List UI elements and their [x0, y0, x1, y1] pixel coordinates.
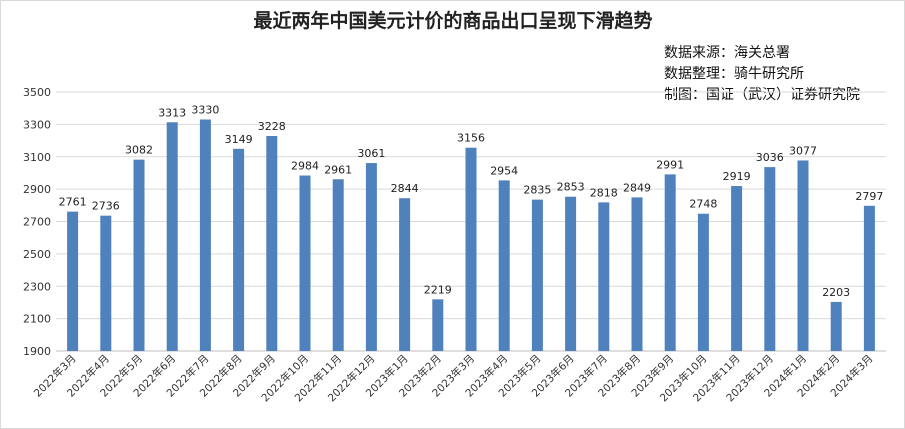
x-axis-ticks: 2022年3月2022年4月2022年5月2022年6月2022年7月2022年…: [31, 352, 875, 404]
bar: [598, 202, 610, 351]
bar: [199, 119, 211, 351]
bar: [664, 174, 676, 351]
y-tick-label: 2100: [23, 313, 51, 326]
data-label: 2835: [523, 184, 551, 197]
source-note: 数据来源：海关总署: [664, 45, 790, 61]
data-label: 3330: [191, 104, 219, 117]
data-label: 2954: [490, 164, 518, 177]
data-label: 2844: [391, 182, 419, 195]
y-tick-label: 2900: [23, 183, 51, 196]
bar: [498, 180, 510, 351]
data-label: 2849: [623, 181, 651, 194]
bar: [133, 159, 145, 351]
bar: [266, 136, 278, 351]
source-notes: 数据来源：海关总署 数据整理：骑牛研究所 制图：国证（武汉）证券研究院: [664, 45, 860, 103]
y-tick-label: 3500: [23, 86, 51, 99]
data-label: 2761: [59, 196, 87, 209]
bar: [565, 196, 577, 351]
bar: [233, 148, 245, 351]
y-tick-label: 2500: [23, 248, 51, 261]
bar: [830, 301, 842, 351]
bar: [631, 197, 643, 351]
y-tick-label: 2700: [23, 216, 51, 229]
bars: [67, 119, 875, 351]
data-label: 2991: [656, 158, 684, 171]
maker-note: 制图：国证（武汉）证券研究院: [664, 87, 860, 103]
bar: [332, 179, 344, 351]
chart-title: 最近两年中国美元计价的商品出口呈现下滑趋势: [253, 9, 652, 32]
bar: [399, 198, 411, 351]
data-labels: 2761 2736 3082 3313 3330 3149 3228 2984 2961 3061…: [59, 104, 884, 299]
bar: [863, 205, 875, 351]
data-label: 2748: [689, 198, 717, 211]
data-label: 3228: [258, 120, 286, 133]
y-tick-label: 2300: [23, 280, 51, 293]
bar: [432, 299, 444, 351]
data-label: 3061: [357, 147, 385, 160]
data-label: 2919: [723, 170, 751, 183]
bar: [100, 215, 112, 351]
bar: [697, 213, 709, 351]
organizer-note: 数据整理：骑牛研究所: [664, 66, 804, 82]
data-label: 2797: [855, 190, 883, 203]
bar: [365, 163, 377, 351]
bar: [299, 175, 311, 351]
data-label: 3082: [125, 144, 153, 157]
bar: [531, 199, 543, 351]
bar: [731, 186, 743, 351]
data-label: 2818: [590, 186, 618, 199]
data-label: 2736: [92, 200, 120, 213]
bar: [764, 167, 776, 351]
bar: [166, 122, 178, 351]
data-label: 3077: [789, 144, 817, 157]
data-label: 3156: [457, 132, 485, 145]
data-label: 2853: [557, 181, 585, 194]
data-label: 3149: [225, 133, 253, 146]
y-tick-label: 3100: [23, 151, 51, 164]
y-tick-label: 3300: [23, 118, 51, 131]
data-label: 2961: [324, 163, 352, 176]
data-label: 2219: [424, 283, 452, 296]
y-tick-label: 1900: [23, 345, 51, 358]
data-label: 3313: [158, 106, 186, 119]
bar: [465, 147, 477, 351]
data-label: 2984: [291, 160, 319, 173]
data-label: 2203: [822, 286, 850, 299]
data-label: 3036: [756, 151, 784, 164]
y-axis-ticks: 1900 2100 2300 2500 2700 2900 3100 3300 3500: [23, 86, 51, 358]
bar: [67, 211, 79, 351]
bar: [797, 160, 809, 351]
